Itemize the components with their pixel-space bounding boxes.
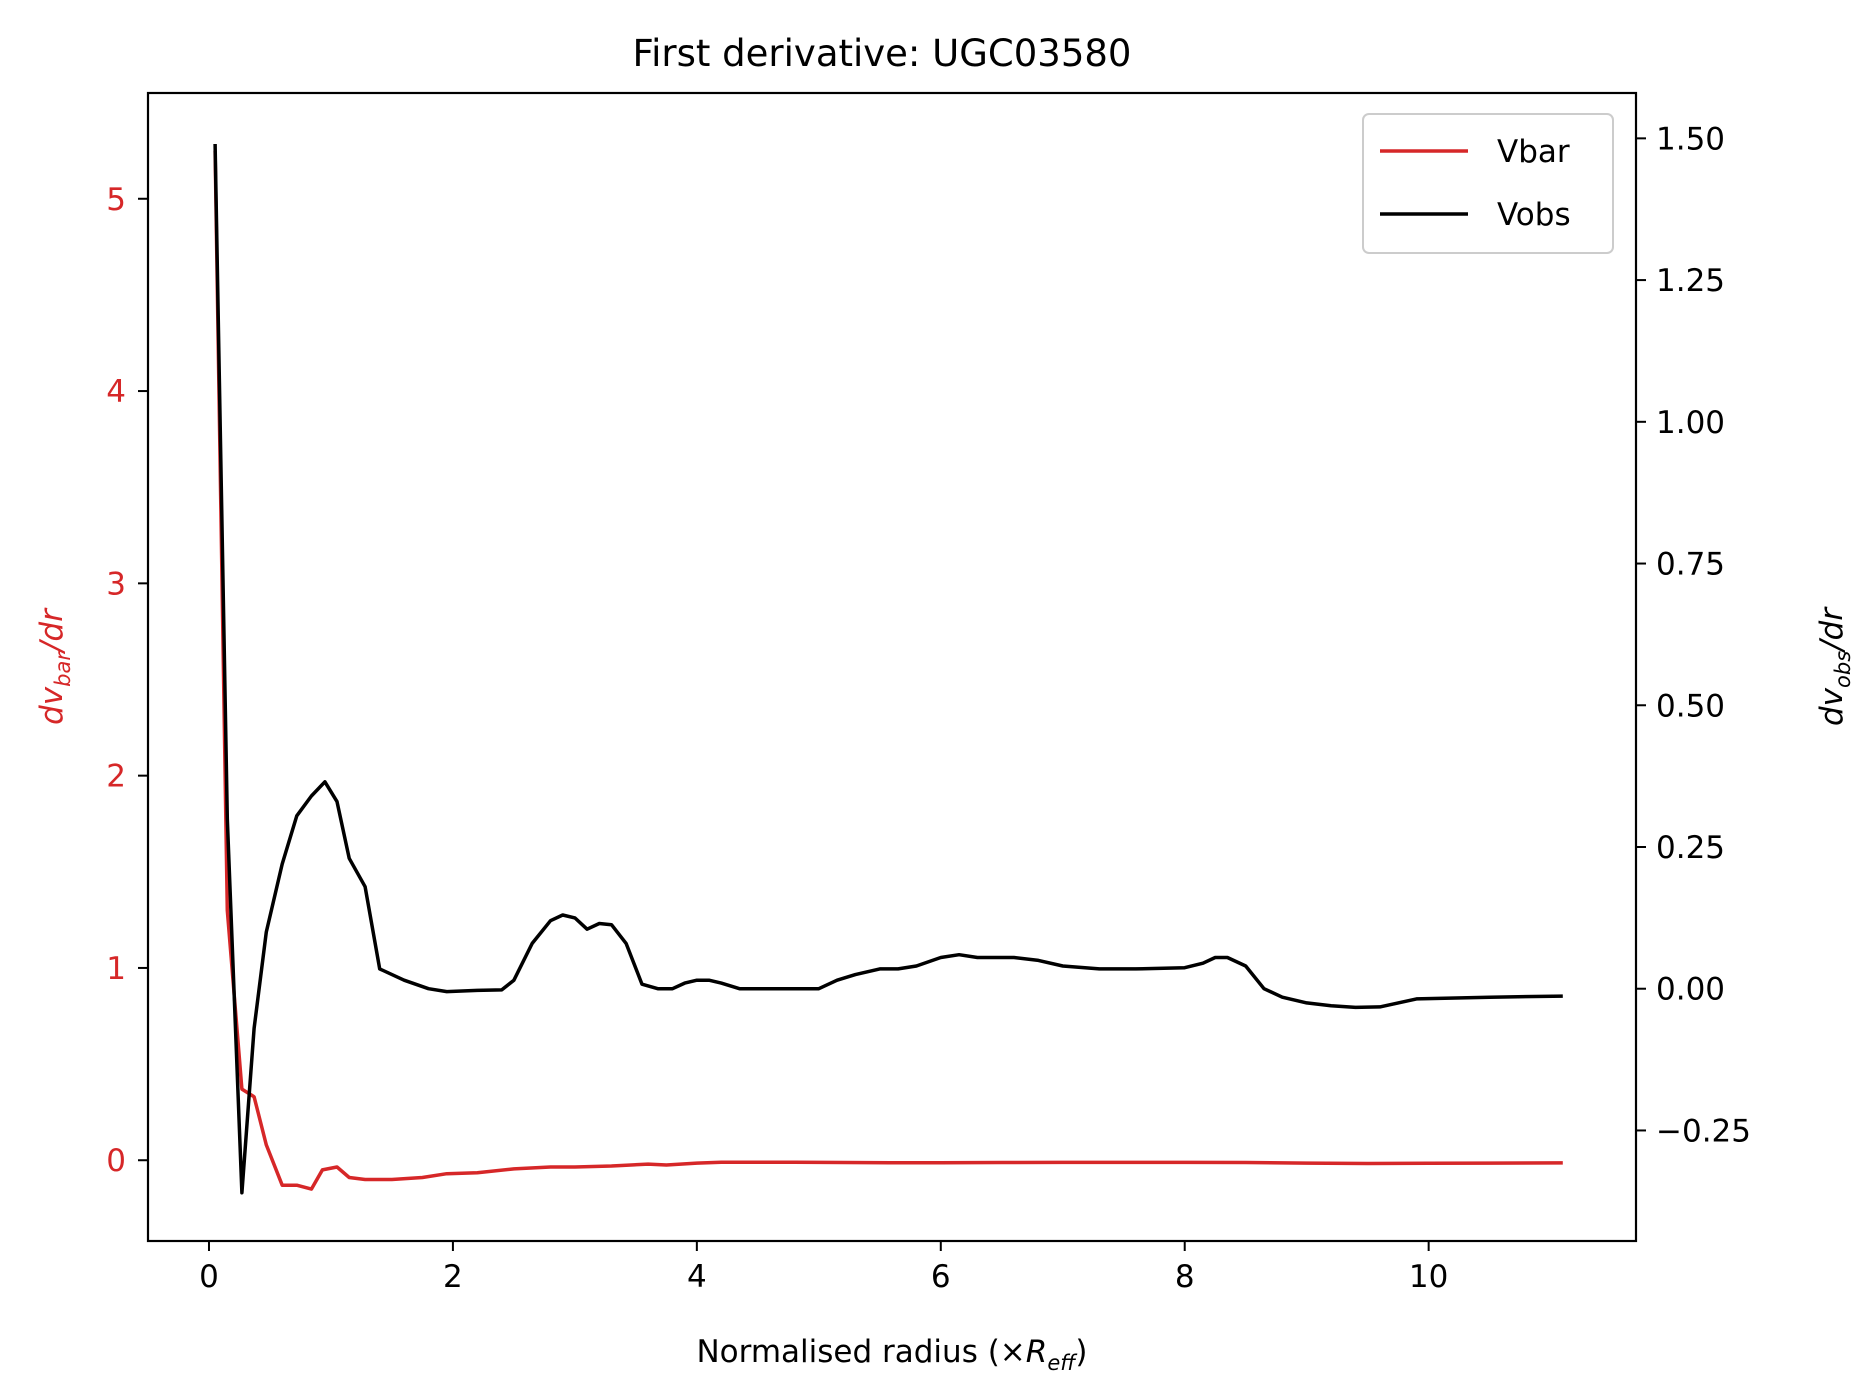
y-right-tick-label: 1.50 — [1656, 121, 1725, 157]
y-right-tick-label: 1.00 — [1656, 405, 1725, 441]
y-left-tick-label: 1 — [106, 951, 126, 987]
x-tick-label: 2 — [443, 1259, 463, 1295]
legend-label-vobs: Vobs — [1497, 197, 1571, 233]
y-left-tick-label: 0 — [106, 1143, 126, 1179]
x-tick-label: 6 — [931, 1259, 951, 1295]
y-right-tick-label: 0.50 — [1656, 688, 1725, 724]
y-right-tick-label: 0.75 — [1656, 547, 1725, 583]
y-axis-left-label: dvbar/dr — [34, 607, 75, 725]
y-left-tick-label: 2 — [106, 759, 126, 795]
series-line-vobs — [213, 143, 1563, 1195]
x-tick-label: 8 — [1175, 1259, 1195, 1295]
x-tick-label: 4 — [687, 1259, 707, 1295]
legend-box — [1362, 113, 1614, 254]
plot-frame — [146, 91, 1638, 1243]
legend-label-vbar: Vbar — [1497, 134, 1570, 170]
x-tick-label: 10 — [1409, 1259, 1448, 1295]
y-right-tick-label: 1.25 — [1656, 263, 1725, 299]
y-right-tick-label: 0.00 — [1656, 972, 1725, 1008]
x-tick-label: 0 — [199, 1259, 219, 1295]
y-axis-right: −0.25 0.00 0.25 0.50 0.75 1.00 1.25 1.50 — [1636, 121, 1751, 1149]
series-line-vbar — [213, 150, 1563, 1191]
x-axis: 0 2 4 6 8 10 — [199, 1241, 1448, 1295]
chart-title: First derivative: UGC03580 — [633, 32, 1132, 75]
y-right-tick-label: 0.25 — [1656, 830, 1725, 866]
y-left-tick-label: 5 — [106, 182, 126, 218]
y-left-tick-label: 3 — [106, 566, 126, 602]
y-axis-right-label: dvobs/dr — [1814, 606, 1855, 726]
y-left-tick-label: 4 — [106, 374, 126, 410]
y-axis-left: 0 1 2 3 4 5 — [106, 182, 148, 1179]
plot-area — [213, 143, 1563, 1195]
x-axis-label: Normalised radius (×Reff) — [696, 1334, 1087, 1375]
legend: Vbar Vobs — [1362, 113, 1614, 254]
y-right-tick-label: −0.25 — [1656, 1113, 1751, 1149]
